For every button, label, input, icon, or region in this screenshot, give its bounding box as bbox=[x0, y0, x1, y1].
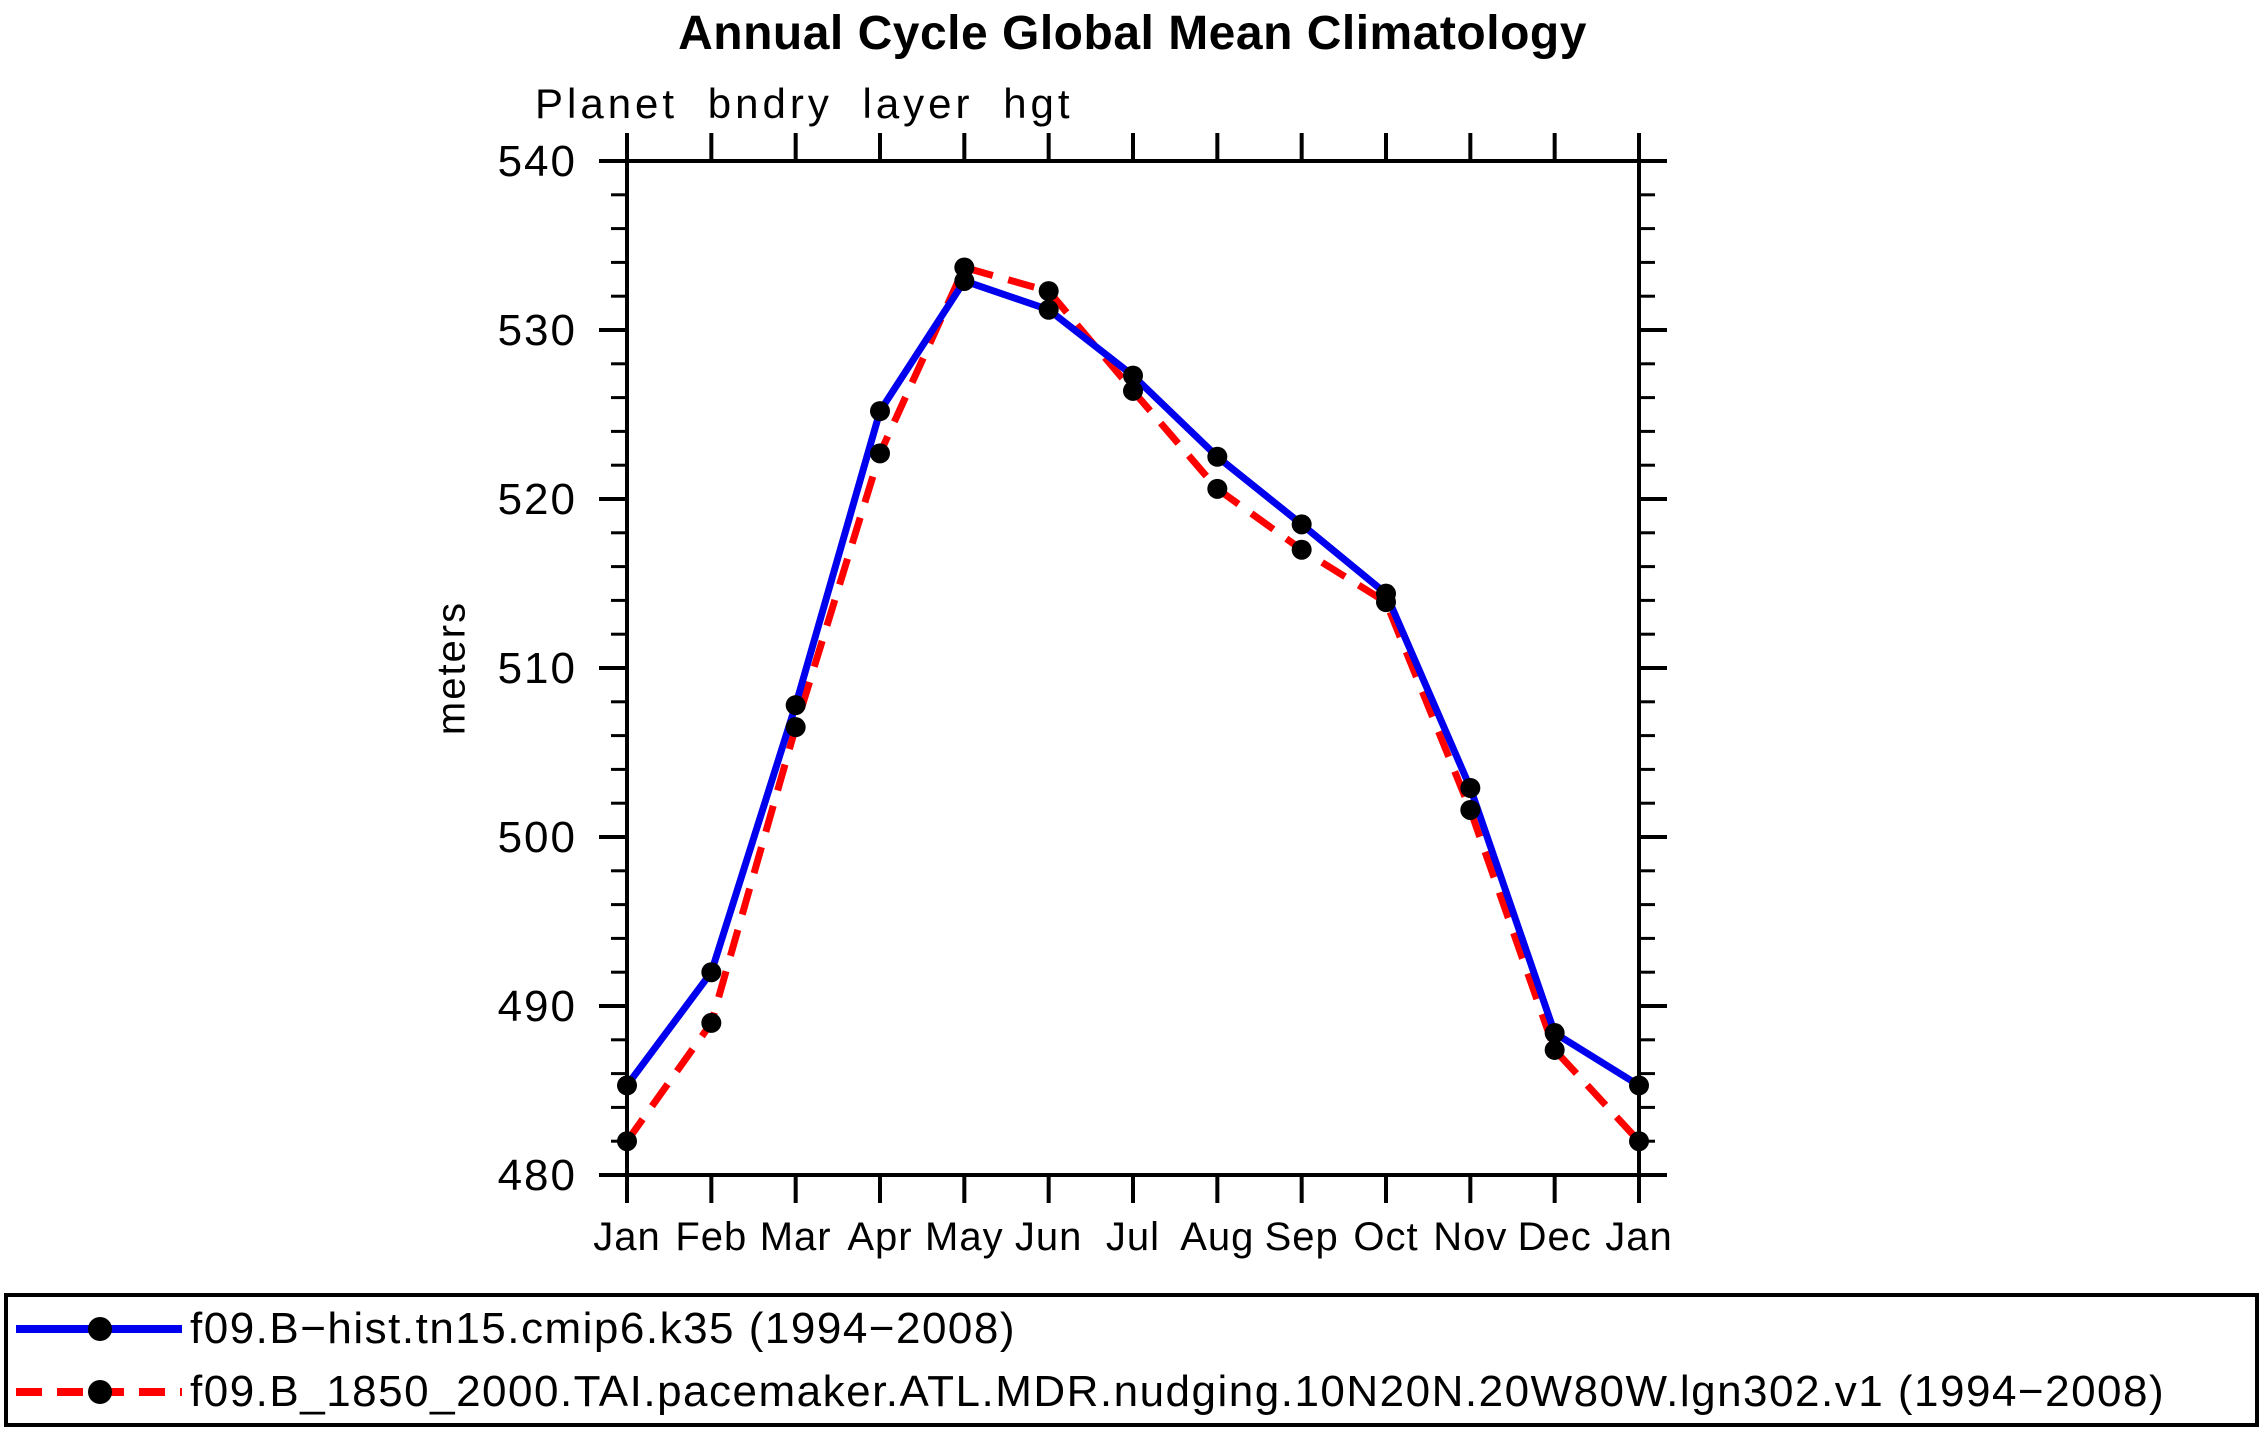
data-point-marker-series-1 bbox=[1123, 380, 1143, 401]
data-point-marker-series-0 bbox=[1460, 777, 1481, 798]
x-tick-label: Feb bbox=[675, 1215, 747, 1259]
legend-line-sample-series-0 bbox=[16, 1316, 182, 1341]
legend-row: f09.B_1850_2000.TAI.pacemaker.ATL.MDR.nu… bbox=[14, 1367, 2255, 1417]
data-point-marker-series-1 bbox=[617, 1131, 637, 1152]
x-tick-label: Sep bbox=[1265, 1215, 1339, 1259]
chart-title: Annual Cycle Global Mean Climatology bbox=[678, 7, 1587, 60]
data-point-marker-series-1 bbox=[785, 717, 806, 738]
y-tick-label: 540 bbox=[498, 137, 577, 186]
x-tick-label: Oct bbox=[1353, 1215, 1418, 1259]
legend-row: f09.B−hist.tn15.cmip6.k35 (1994−2008) bbox=[14, 1304, 2255, 1354]
x-tick-label: Nov bbox=[1433, 1215, 1507, 1259]
data-point-marker-series-0 bbox=[1207, 446, 1228, 467]
data-point-marker-series-0 bbox=[617, 1075, 637, 1096]
data-point-marker-series-0 bbox=[1291, 514, 1312, 535]
legend-sample-marker bbox=[88, 1379, 112, 1404]
data-point-marker-series-0 bbox=[1123, 365, 1143, 386]
plot-frame bbox=[625, 159, 1641, 1177]
data-point-marker-series-0 bbox=[1544, 1023, 1565, 1044]
data-point-marker-series-0 bbox=[1629, 1075, 1649, 1096]
x-tick-label: May bbox=[925, 1215, 1004, 1259]
legend-line-sample-series-1 bbox=[16, 1379, 182, 1404]
legend-sample-marker bbox=[88, 1316, 112, 1341]
legend: f09.B−hist.tn15.cmip6.k35 (1994−2008) f0… bbox=[4, 1293, 2259, 1427]
data-point-marker-series-1 bbox=[1038, 281, 1059, 302]
x-tick-label: Apr bbox=[847, 1215, 912, 1259]
x-tick-label: Dec bbox=[1518, 1215, 1592, 1259]
data-point-marker-series-1 bbox=[1629, 1131, 1649, 1152]
series-line-0 bbox=[624, 277, 1641, 1089]
data-point-marker-series-1 bbox=[1544, 1039, 1565, 1060]
data-point-marker-series-1 bbox=[1291, 539, 1312, 560]
x-tick-label: Jan bbox=[1605, 1215, 1673, 1259]
data-point-marker-series-1 bbox=[701, 1012, 722, 1033]
y-tick-label: 510 bbox=[498, 644, 577, 693]
x-tick-label: Jun bbox=[1015, 1215, 1083, 1259]
data-point-marker-series-0 bbox=[1038, 299, 1059, 320]
data-point-marker-series-0 bbox=[701, 962, 722, 983]
data-point-marker-series-0 bbox=[870, 401, 890, 422]
data-point-marker-series-1 bbox=[1460, 799, 1481, 820]
y-tick-label: 530 bbox=[498, 306, 577, 355]
y-tick-label: 500 bbox=[498, 813, 577, 862]
legend-label-series-0: f09.B−hist.tn15.cmip6.k35 (1994−2008) bbox=[190, 1303, 1017, 1353]
y-tick-label: 480 bbox=[498, 1151, 577, 1200]
y-tick-label: 490 bbox=[498, 982, 577, 1031]
x-tick-label: Aug bbox=[1180, 1215, 1254, 1259]
data-point-marker-series-1 bbox=[870, 443, 890, 464]
x-tick-label: Jan bbox=[593, 1215, 661, 1259]
y-tick-label: 520 bbox=[498, 475, 577, 524]
data-point-marker-series-1 bbox=[1207, 478, 1228, 499]
legend-label-series-1: f09.B_1850_2000.TAI.pacemaker.ATL.MDR.nu… bbox=[190, 1366, 2166, 1416]
data-point-marker-series-0 bbox=[785, 695, 806, 716]
x-tick-label: Jul bbox=[1106, 1215, 1160, 1259]
data-point-marker-series-1 bbox=[954, 257, 975, 278]
chart-subtitle: Planet bndry layer hgt bbox=[535, 80, 1074, 127]
data-point-marker-series-1 bbox=[1376, 592, 1396, 613]
x-tick-label: Mar bbox=[760, 1215, 832, 1259]
